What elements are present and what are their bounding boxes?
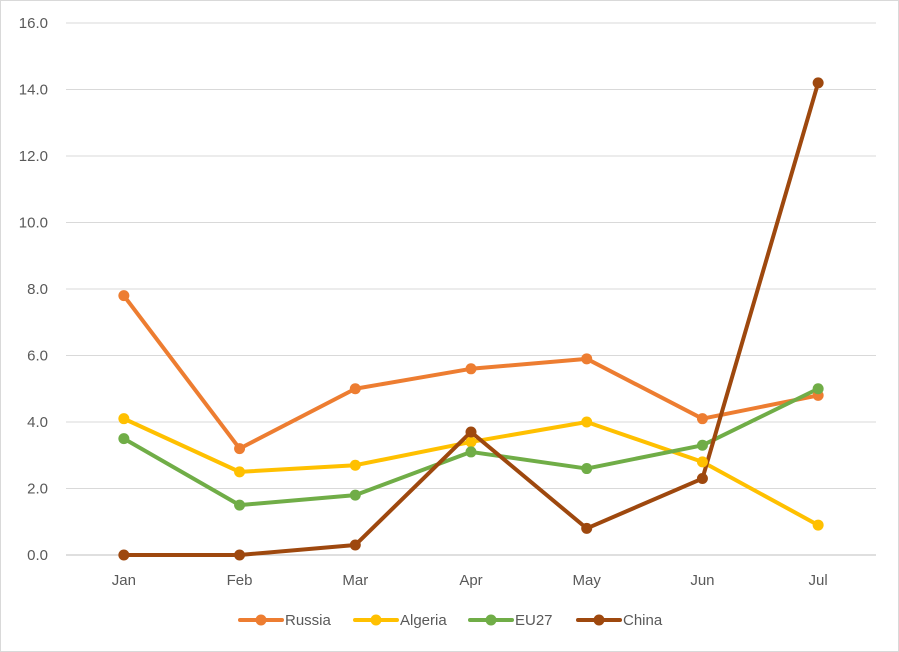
data-point-eu27-jun bbox=[696, 439, 708, 451]
legend-swatch-marker-algeria bbox=[370, 614, 382, 626]
data-point-china-feb bbox=[234, 549, 246, 561]
legend-swatch-marker-china bbox=[593, 614, 605, 626]
data-point-algeria-jun bbox=[696, 456, 708, 468]
y-tick-label: 14.0 bbox=[19, 82, 48, 99]
data-point-russia-jan bbox=[118, 290, 130, 302]
y-tick-label: 4.0 bbox=[27, 414, 48, 431]
legend-label-russia: Russia bbox=[285, 612, 332, 629]
data-point-algeria-jul bbox=[812, 519, 824, 531]
legend-label-algeria: Algeria bbox=[400, 612, 447, 629]
x-axis-tick-labels: Jan Feb Mar Apr May Jun Jul bbox=[112, 572, 828, 589]
data-point-china-apr bbox=[465, 426, 477, 438]
x-tick-label: Apr bbox=[459, 572, 482, 589]
data-point-russia-apr bbox=[465, 363, 477, 375]
data-point-eu27-mar bbox=[349, 489, 361, 501]
legend-label-eu27: EU27 bbox=[515, 612, 553, 629]
x-tick-label: May bbox=[573, 572, 602, 589]
data-point-russia-feb bbox=[234, 443, 246, 455]
series-line-china bbox=[121, 80, 821, 557]
legend-swatch-marker-russia bbox=[255, 614, 267, 626]
x-tick-label: Mar bbox=[342, 572, 368, 589]
y-tick-label: 6.0 bbox=[27, 348, 48, 365]
data-point-china-jan bbox=[118, 549, 130, 561]
legend-label-china: China bbox=[623, 612, 663, 629]
data-point-china-jul bbox=[812, 77, 824, 89]
data-point-china-may bbox=[581, 522, 593, 534]
y-axis-tick-labels: 0.0 2.0 4.0 6.0 8.0 10.0 12.0 14.0 16.0 bbox=[19, 15, 48, 564]
legend: Russia Algeria EU27 China bbox=[238, 612, 663, 629]
legend-swatch-marker-eu27 bbox=[485, 614, 497, 626]
y-tick-label: 12.0 bbox=[19, 148, 48, 165]
x-tick-label: Jan bbox=[112, 572, 136, 589]
data-point-eu27-apr bbox=[465, 446, 477, 458]
x-tick-label: Feb bbox=[227, 572, 253, 589]
data-point-eu27-jul bbox=[812, 383, 824, 395]
x-tick-label: Jul bbox=[809, 572, 828, 589]
data-point-russia-may bbox=[581, 353, 593, 365]
data-point-china-jun bbox=[696, 473, 708, 485]
y-tick-label: 2.0 bbox=[27, 481, 48, 498]
data-point-eu27-may bbox=[581, 463, 593, 475]
data-point-eu27-feb bbox=[234, 499, 246, 511]
data-point-algeria-feb bbox=[234, 466, 246, 478]
series-lines bbox=[121, 80, 821, 557]
x-tick-label: Jun bbox=[690, 572, 714, 589]
y-tick-label: 0.0 bbox=[27, 547, 48, 564]
data-point-algeria-apr bbox=[465, 436, 477, 448]
series-markers bbox=[118, 77, 824, 561]
data-point-russia-jun bbox=[696, 413, 708, 425]
y-tick-label: 8.0 bbox=[27, 281, 48, 298]
data-point-russia-mar bbox=[349, 383, 361, 395]
data-point-algeria-may bbox=[581, 416, 593, 428]
data-point-eu27-jan bbox=[118, 433, 130, 445]
data-point-china-mar bbox=[349, 539, 361, 551]
y-tick-label: 10.0 bbox=[19, 215, 48, 232]
y-tick-label: 16.0 bbox=[19, 15, 48, 32]
data-point-algeria-mar bbox=[349, 459, 361, 471]
data-point-algeria-jan bbox=[118, 413, 130, 425]
